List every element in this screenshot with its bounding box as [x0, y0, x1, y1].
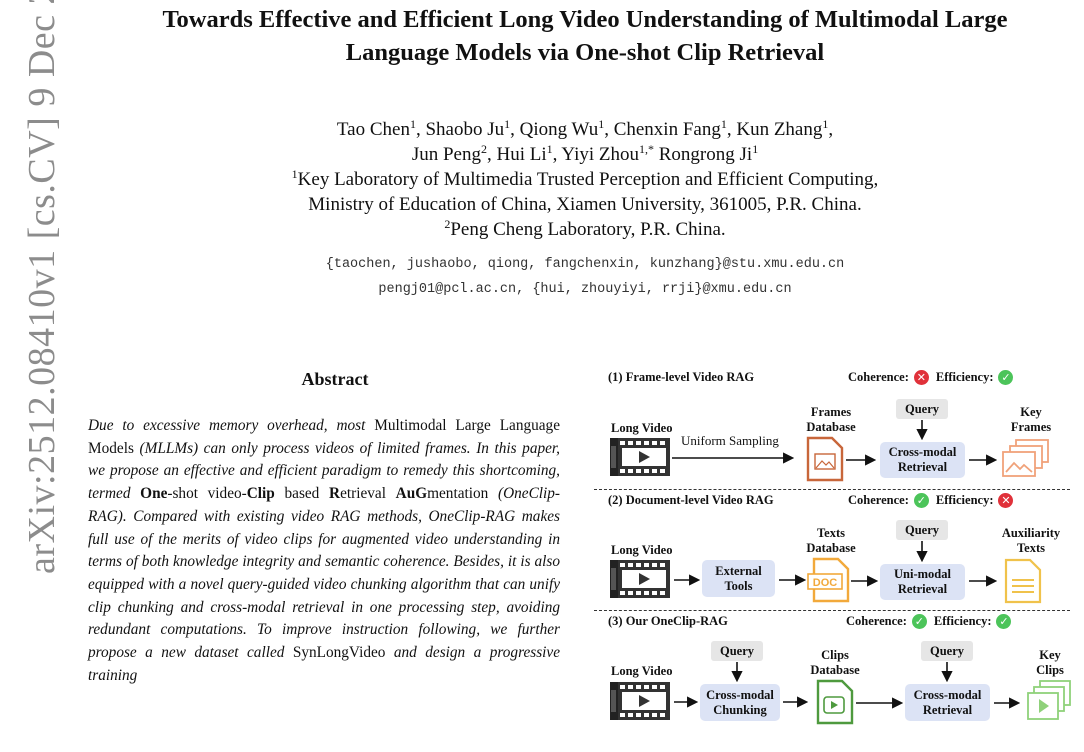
video-film-icon	[610, 438, 670, 476]
abstract-segment: -shot video-	[167, 485, 247, 503]
paper-title-line-1: Towards Effective and Efficient Long Vid…	[162, 6, 1008, 33]
row2-external-tools: External Tools	[702, 560, 775, 597]
author-affiliation-mark: 2	[480, 142, 487, 156]
check-icon: ✓	[911, 614, 927, 629]
check-icon: ✓	[996, 614, 1012, 629]
abstract-segment: (OneClip-RAG). Compared with existing vi…	[88, 485, 561, 662]
row1-output-label: Key Frames	[1010, 405, 1052, 434]
abstract-heading: Abstract	[301, 369, 369, 389]
abstract-segment: Clip	[246, 485, 275, 503]
cross-icon: ✕	[913, 370, 929, 385]
check-icon: ✓	[998, 370, 1014, 385]
row2-uni-modal-retrieval: Uni-modal Retrieval	[880, 564, 965, 600]
author-name: Hui Li	[496, 144, 547, 165]
row-divider	[594, 610, 1070, 611]
coherence-label: Coherence:	[846, 614, 907, 628]
author-name: Kun Zhang	[736, 119, 823, 140]
abstract-segment: etrieval	[340, 485, 396, 503]
abstract-segment: Multimodal Large Language Models	[88, 417, 560, 457]
row1-status: Coherence: ✕ Efficiency: ✓	[848, 370, 1020, 385]
doc-file-icon: DOC	[807, 557, 850, 603]
row3-cross-modal-retrieval: Cross-modal Retrieval	[905, 684, 990, 721]
efficiency-label: Efficiency:	[933, 614, 992, 628]
author-name: Chenxin Fang	[613, 119, 721, 140]
author-line-1: Tao Chen1, Shaobo Ju1, Qiong Wu1, Chenxi…	[336, 117, 834, 140]
abstract-segment: One	[140, 485, 168, 503]
video-film-icon	[610, 560, 670, 598]
row3-input-label: Long Video	[611, 664, 673, 678]
image-stack-icon	[1002, 439, 1049, 477]
row2-title: (2) Document-level Video RAG	[608, 493, 774, 507]
row1-query: Query	[896, 399, 948, 419]
author-name: Qiong Wu	[519, 119, 599, 140]
affiliation-text: Key Laboratory of Multimedia Trusted Per…	[297, 169, 879, 190]
row3-db-label: Clips Database	[810, 648, 860, 677]
row3-status: Coherence: ✓ Efficiency: ✓	[846, 614, 1018, 629]
efficiency-label: Efficiency:	[935, 493, 994, 507]
row1-edge-label: Uniform Sampling	[681, 433, 779, 448]
author-name: Tao Chen	[336, 119, 410, 140]
abstract-segment: based	[274, 485, 330, 503]
author-name: Yiyi Zhou	[561, 144, 639, 165]
author-affiliation-mark: 1	[598, 117, 605, 131]
author-affiliation-mark: 1	[752, 142, 759, 156]
author-affiliation-mark: 1	[720, 117, 727, 131]
efficiency-label: Efficiency:	[935, 370, 994, 384]
affiliation-2: 2Peng Cheng Laboratory, P.R. China.	[444, 217, 726, 240]
abstract-body: Due to excessive memory overhead, most M…	[88, 415, 560, 687]
image-file-icon	[806, 436, 844, 482]
email-line-1: {taochen, jushaobo, qiong, fangchenxin, …	[325, 257, 845, 272]
author-name: Jun Peng	[411, 144, 481, 165]
affiliation-1-line-1: 1Key Laboratory of Multimedia Trusted Pe…	[291, 167, 879, 190]
abstract-segment: and design a progressive training	[88, 644, 560, 684]
coherence-label: Coherence:	[848, 493, 909, 507]
author-name: Rongrong Ji	[658, 144, 753, 165]
video-stack-icon	[1027, 680, 1071, 720]
abstract-segment: AuG	[395, 485, 428, 503]
row3-cross-modal-chunking: Cross-modal Chunking	[700, 684, 780, 721]
video-file-icon	[816, 679, 854, 725]
affiliation-text: Peng Cheng Laboratory, P.R. China.	[450, 219, 726, 240]
affiliation-1-line-2: Ministry of Education of China, Xiamen U…	[308, 194, 862, 215]
row-divider	[594, 489, 1070, 490]
video-film-icon	[610, 682, 670, 720]
row3-query-1: Query	[711, 641, 763, 661]
author-affiliation-mark: 1	[409, 117, 416, 131]
abstract-segment: R	[329, 485, 341, 503]
author-affiliation-mark: 1	[546, 142, 553, 156]
cross-icon: ✕	[998, 493, 1014, 508]
author-name: Shaobo Ju	[425, 119, 505, 140]
row1-db-label: Frames Database	[806, 405, 856, 434]
row3-title: (3) Our OneClip-RAG	[608, 614, 728, 628]
email-line-2: pengj01@pcl.ac.cn, {hui, zhouyiyi, rrji}…	[378, 282, 792, 297]
row2-db-label: Texts Database	[806, 526, 856, 555]
text-file-icon	[1004, 558, 1042, 604]
coherence-label: Coherence:	[848, 370, 909, 384]
author-line-2: Jun Peng2, Hui Li1, Yiyi Zhou1,* Rongron…	[411, 142, 759, 165]
author-affiliation-mark: 1	[504, 117, 511, 131]
row1-title: (1) Frame-level Video RAG	[608, 370, 755, 384]
abstract-segment: Due to excessive memory overhead, most	[88, 417, 375, 434]
row3-query-2: Query	[921, 641, 973, 661]
doc-tag: DOC	[813, 577, 838, 589]
row2-query: Query	[896, 520, 948, 540]
row2-output-label: Auxiliarity Texts	[1001, 526, 1061, 555]
row1-cross-modal-retrieval: Cross-modal Retrieval	[880, 442, 965, 478]
row2-input-label: Long Video	[611, 543, 673, 557]
row1-input-label: Long Video	[611, 421, 673, 435]
row3-output-label: Key Clips	[1036, 648, 1064, 677]
abstract-segment: SynLongVideo	[292, 644, 386, 662]
abstract-segment: (MLLMs) can only process videos of limit…	[88, 439, 560, 503]
author-affiliation-mark: 1	[822, 117, 829, 131]
paper-title-line-2: Language Models via One-shot Clip Retrie…	[345, 39, 825, 66]
abstract-segment: mentation	[427, 485, 489, 503]
row2-status: Coherence: ✓ Efficiency: ✕	[848, 493, 1020, 508]
author-affiliation-mark: 1,*	[639, 142, 654, 156]
check-icon: ✓	[913, 493, 929, 508]
